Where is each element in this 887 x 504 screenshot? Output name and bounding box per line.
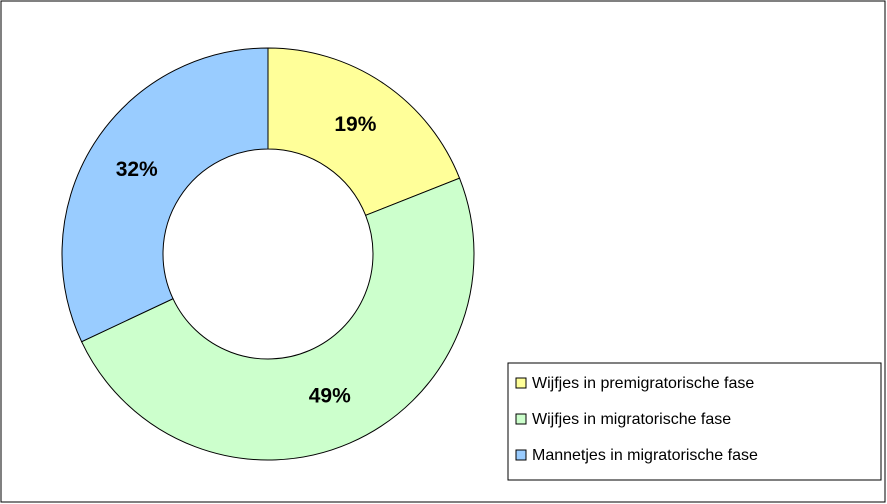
legend-swatch: [515, 377, 527, 389]
donut-slice: [61, 47, 269, 343]
legend-label: Mannetjes in migratorische fase: [532, 447, 758, 464]
legend-label: Wijfjes in premigratorische fase: [532, 375, 754, 392]
donut-slice: [267, 47, 461, 216]
data-label: 32%: [116, 158, 158, 181]
donut-slice: [80, 177, 475, 461]
data-label: 19%: [334, 113, 376, 136]
legend-swatch: [515, 413, 527, 425]
legend-box: [507, 362, 882, 481]
legend-swatch: [515, 449, 527, 461]
legend-label: Wijfjes in migratorische fase: [532, 411, 731, 428]
data-label: 49%: [309, 384, 351, 407]
